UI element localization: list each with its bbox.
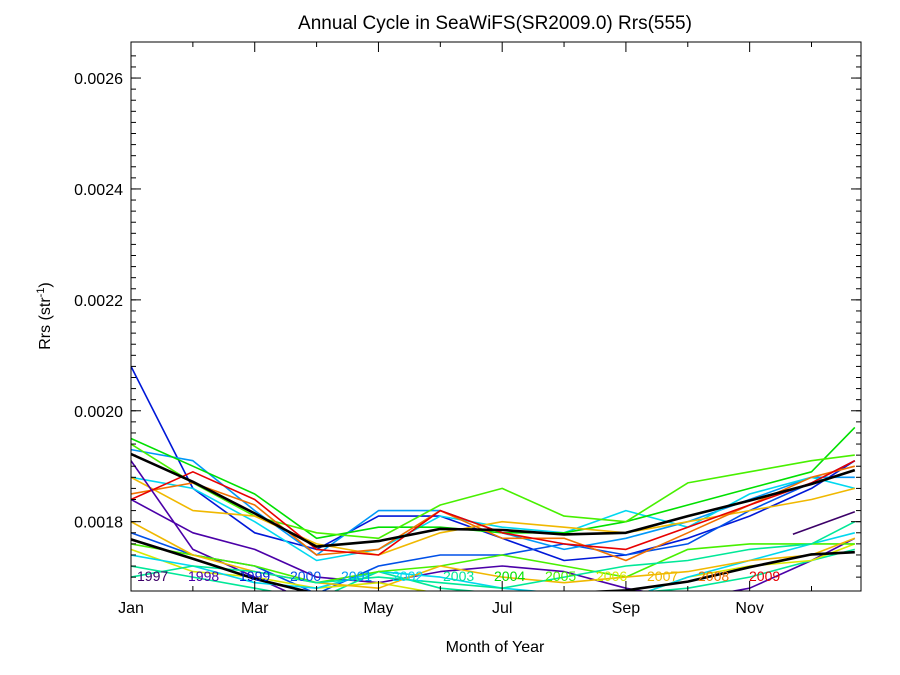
- x-tick-label: Jan: [118, 600, 144, 617]
- legend-label-2003: 2003: [443, 568, 474, 584]
- series-line-mean-lower: [131, 538, 855, 591]
- x-tick-label: Mar: [241, 600, 269, 617]
- legend-label-2009: 2009: [749, 568, 780, 584]
- y-tick-label: 0.0020: [74, 404, 123, 421]
- legend-label-2004: 2004: [494, 568, 525, 584]
- x-axis-label: Month of Year: [446, 639, 545, 656]
- y-axis-label: Rrs (str-1): [35, 282, 54, 350]
- legend-label-1997: 1997: [137, 568, 168, 584]
- legend-label-2005: 2005: [545, 568, 576, 584]
- x-tick-label: May: [363, 600, 393, 617]
- series-line-2002: [131, 476, 855, 562]
- legend: 1997 1998 1999 2000 2001 2002 2003 2004 2005 2006…: [137, 568, 780, 584]
- x-axis: Jan Mar May Jul Sep Nov: [118, 42, 813, 617]
- series-line-extra-15: [131, 543, 855, 584]
- y-tick-label: 0.0018: [74, 515, 123, 532]
- chart-title: Annual Cycle in SeaWiFS(SR2009.0) Rrs(55…: [298, 13, 692, 34]
- y-tick-label: 0.0026: [74, 71, 123, 88]
- legend-label-2007: 2007: [647, 568, 678, 584]
- legend-label-2006: 2006: [596, 568, 627, 584]
- y-tick-label: 0.0022: [74, 293, 123, 310]
- plot-frame: [130, 41, 862, 592]
- x-tick-label: Sep: [612, 600, 641, 617]
- legend-label-1998: 1998: [188, 568, 219, 584]
- series-line-2007: [131, 476, 855, 556]
- legend-label-2002: 2002: [392, 568, 423, 584]
- series-line-mean: [131, 452, 856, 548]
- series-line-2009: [131, 459, 856, 556]
- y-tick-label: 0.0024: [74, 182, 123, 199]
- legend-label-1999: 1999: [239, 568, 270, 584]
- legend-label-2000: 2000: [290, 568, 321, 584]
- legend-label-2001: 2001: [341, 568, 372, 584]
- legend-label-2008: 2008: [698, 568, 729, 584]
- series-line-1997: [792, 510, 856, 535]
- x-tick-label: Nov: [735, 600, 763, 617]
- y-axis: 0.0018 0.0020 0.0022 0.0024 0.0026: [74, 55, 861, 578]
- series-line-extra-13: [131, 460, 288, 591]
- x-tick-label: Jul: [492, 600, 512, 617]
